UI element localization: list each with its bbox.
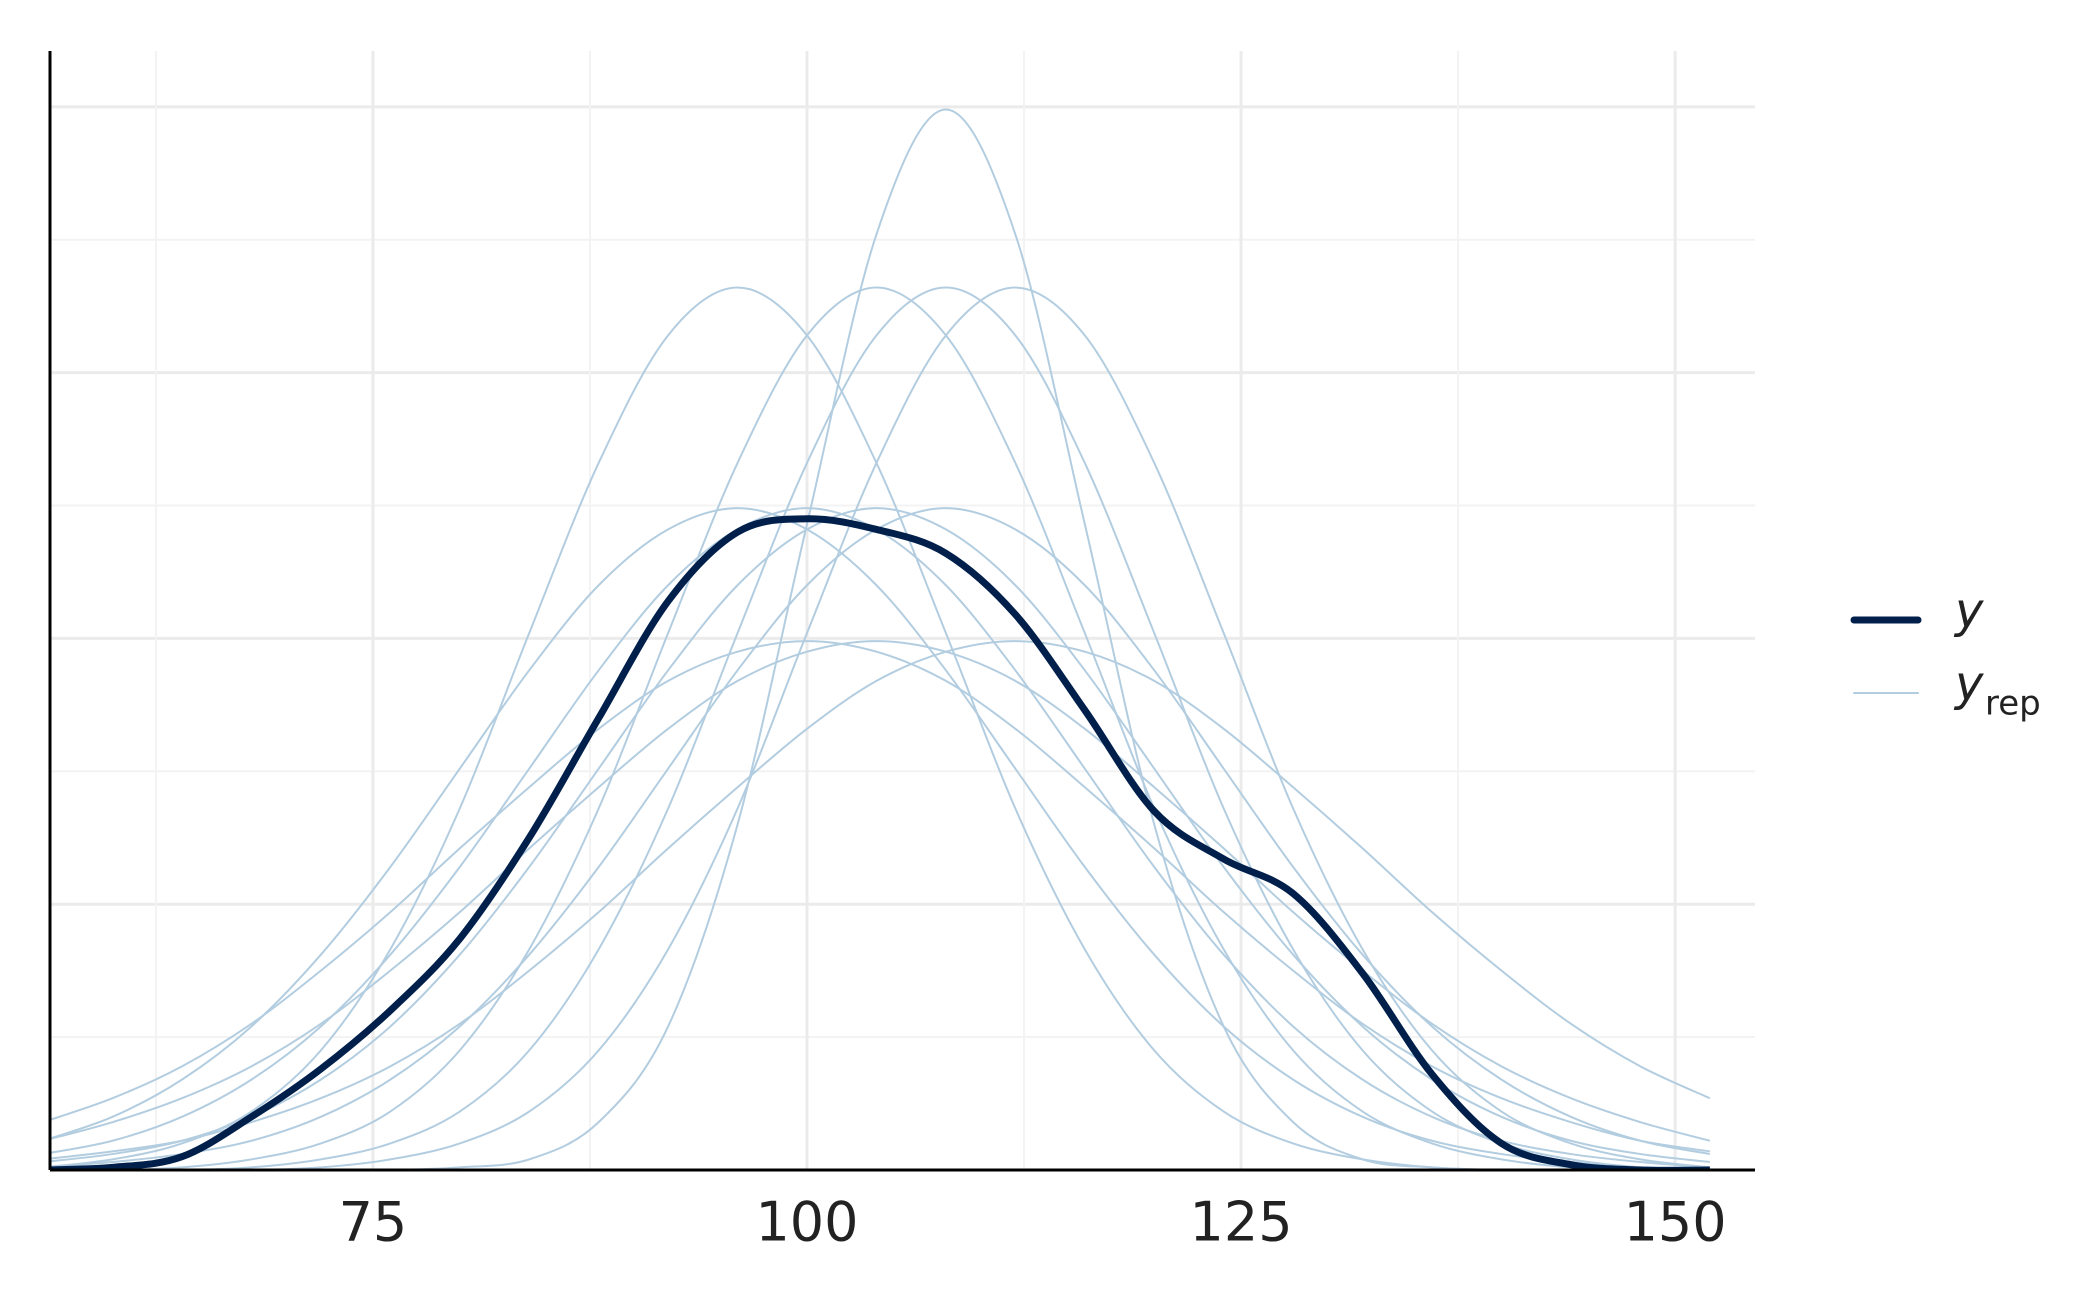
axes: 75 100 125 150 [48, 51, 1755, 1254]
yrep-line [50, 507, 1710, 1169]
yrep-line [50, 286, 1710, 1170]
curves [50, 108, 1711, 1170]
x-tick-label: 150 [1624, 1191, 1727, 1254]
legend-label: y [1953, 583, 1984, 639]
legend-label-sub: rep [1985, 684, 2041, 724]
yrep-line [50, 286, 1710, 1170]
y-line [50, 515, 1710, 1170]
x-tick-label: 125 [1190, 1191, 1293, 1254]
yrep-line [50, 640, 1711, 1153]
yrep-line [50, 286, 1710, 1170]
yrep-line [50, 640, 1711, 1160]
legend-label: y [1953, 656, 1984, 712]
yrep-line [50, 507, 1711, 1168]
legend: yy rep [1850, 583, 2041, 724]
x-tick-label: 75 [339, 1191, 408, 1254]
yrep-line [50, 286, 1710, 1170]
yrep-line [50, 640, 1711, 1142]
yrep-line [50, 507, 1710, 1164]
yrep-line [50, 108, 1710, 1170]
yrep-line [50, 507, 1710, 1169]
grid [50, 51, 1755, 1172]
x-tick-label: 100 [755, 1191, 858, 1254]
